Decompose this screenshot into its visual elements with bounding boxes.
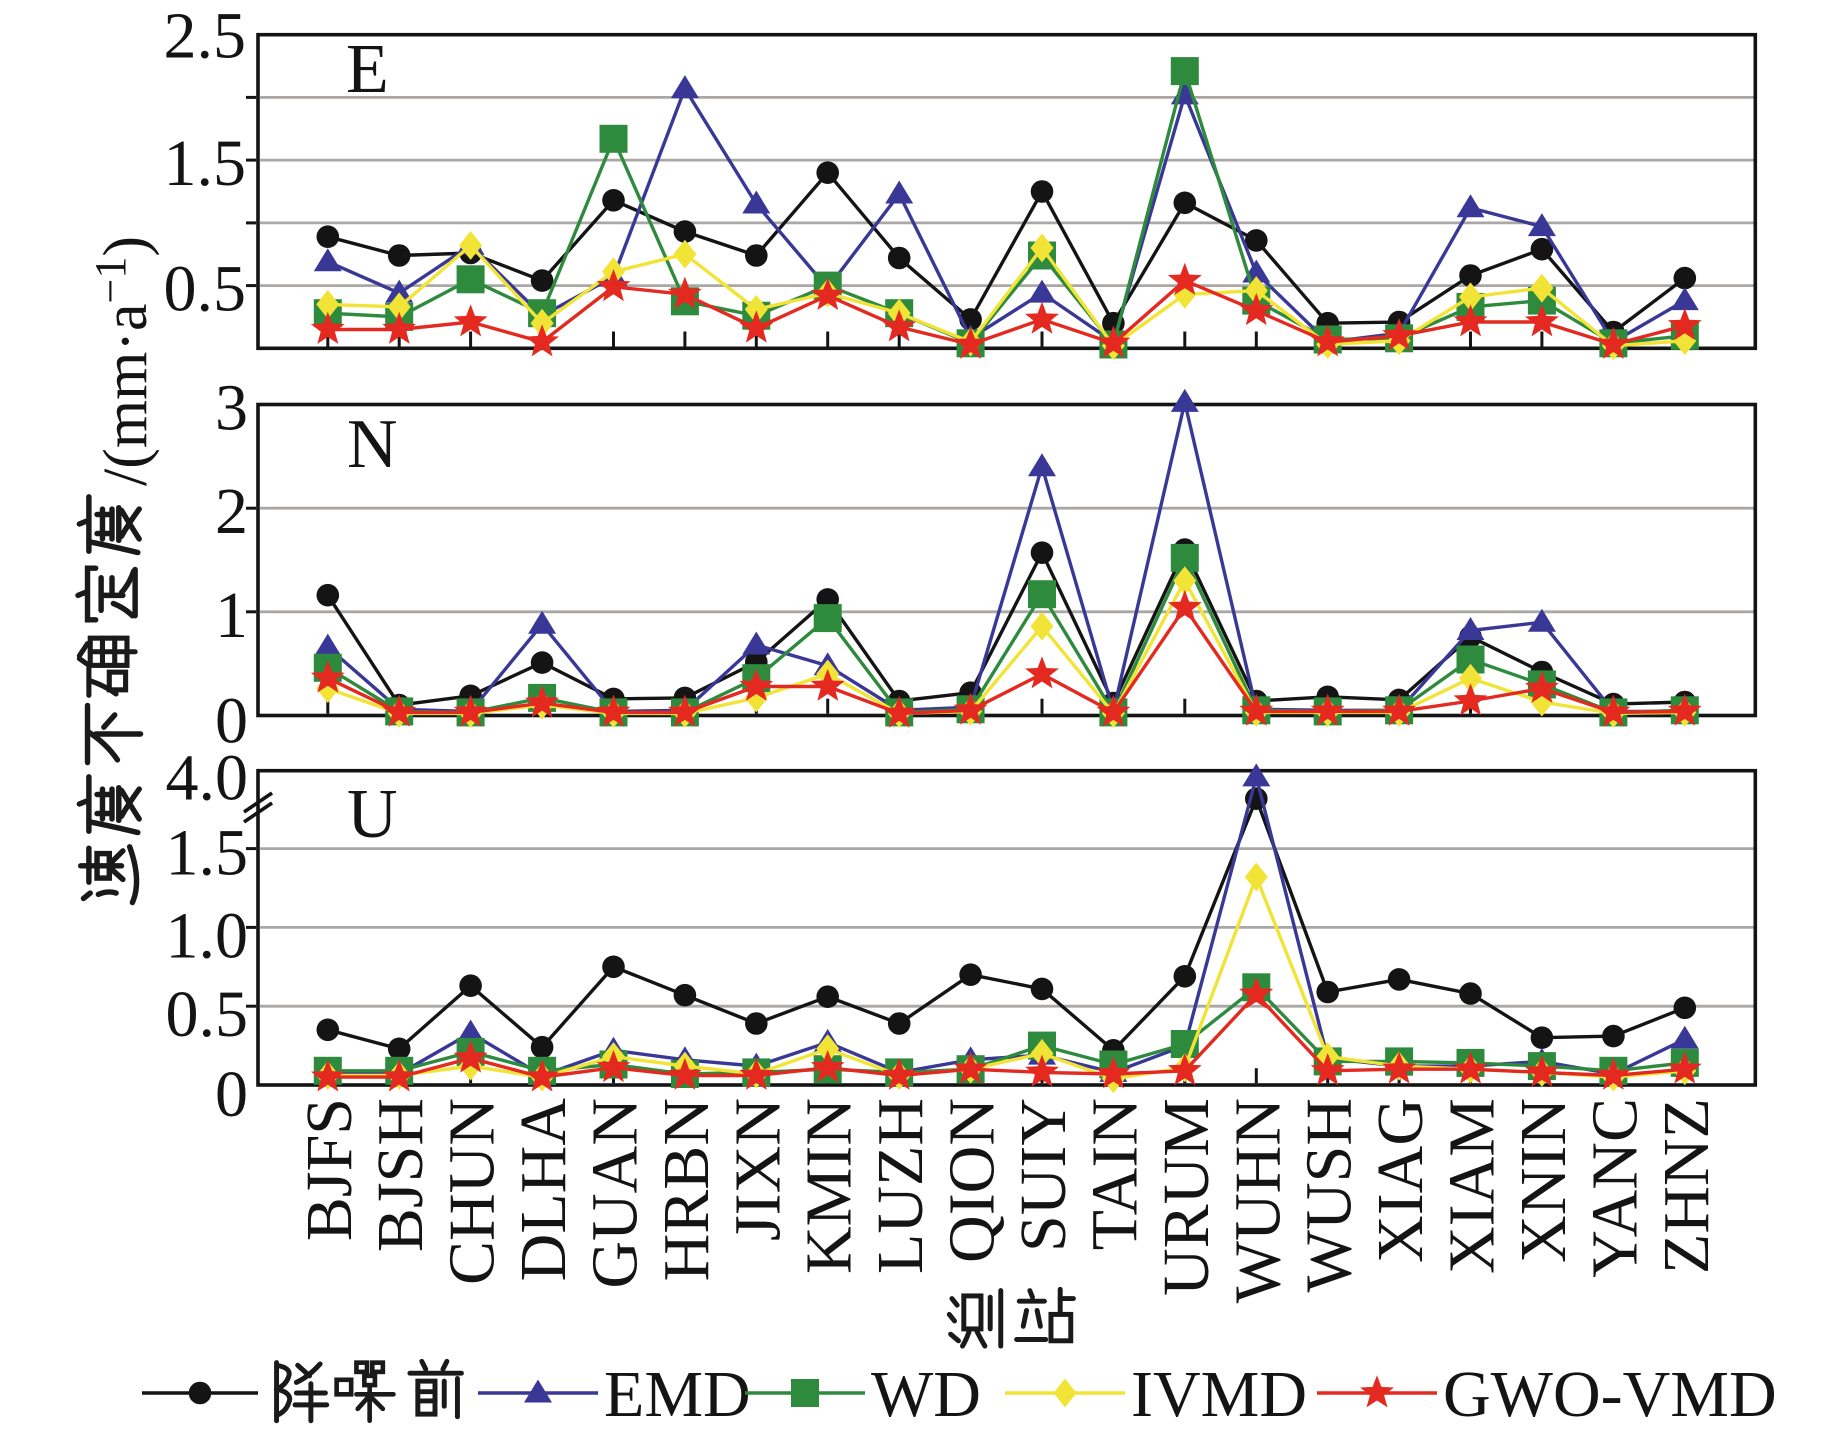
- svg-text:LUZH: LUZH: [864, 1098, 937, 1274]
- svg-text:YANC: YANC: [1578, 1098, 1651, 1278]
- svg-text:U: U: [347, 776, 398, 853]
- svg-text:ZHNZ: ZHNZ: [1650, 1098, 1723, 1274]
- svg-text:2.5: 2.5: [164, 0, 247, 73]
- svg-text:GWO-VMD: GWO-VMD: [1443, 1358, 1777, 1431]
- svg-text:KMIN: KMIN: [793, 1098, 866, 1274]
- svg-text:E: E: [346, 31, 389, 108]
- svg-text:QION: QION: [936, 1098, 1009, 1263]
- svg-text:EMD: EMD: [604, 1358, 751, 1431]
- svg-text:0.5: 0.5: [164, 253, 247, 326]
- svg-text:DLHA: DLHA: [507, 1098, 580, 1282]
- svg-text:CHUN: CHUN: [436, 1098, 509, 1285]
- svg-text:/(mm·a−1): /(mm·a−1): [86, 236, 160, 486]
- svg-text:BJSH: BJSH: [364, 1098, 437, 1252]
- svg-text:1.5: 1.5: [164, 127, 247, 200]
- svg-text:XIAM: XIAM: [1436, 1098, 1509, 1274]
- svg-text:GUAN: GUAN: [579, 1098, 652, 1289]
- svg-text:1: 1: [215, 579, 248, 652]
- svg-text:2: 2: [215, 475, 248, 548]
- svg-text:BJFS: BJFS: [293, 1098, 366, 1241]
- svg-text:0: 0: [215, 1058, 248, 1131]
- svg-text:N: N: [347, 406, 398, 483]
- svg-text:JIXN: JIXN: [721, 1098, 794, 1241]
- svg-text:WUSH: WUSH: [1293, 1098, 1366, 1292]
- svg-text:SUIY: SUIY: [1007, 1098, 1080, 1252]
- svg-text:WUHN: WUHN: [1221, 1098, 1294, 1303]
- svg-text:1.0: 1.0: [166, 899, 249, 972]
- svg-text:HRBN: HRBN: [650, 1098, 723, 1281]
- svg-text:3: 3: [215, 372, 248, 445]
- svg-text:IVMD: IVMD: [1131, 1358, 1307, 1431]
- svg-text:TAIN: TAIN: [1078, 1098, 1151, 1250]
- svg-text:1.5: 1.5: [166, 817, 249, 890]
- svg-text:4.0: 4.0: [166, 742, 249, 815]
- svg-text:0: 0: [215, 685, 248, 758]
- svg-text:WD: WD: [871, 1358, 981, 1431]
- svg-text:XIAG: XIAG: [1364, 1098, 1437, 1263]
- svg-text:0.5: 0.5: [166, 978, 249, 1051]
- svg-text:URUM: URUM: [1150, 1098, 1223, 1296]
- svg-text:XNIN: XNIN: [1507, 1098, 1580, 1263]
